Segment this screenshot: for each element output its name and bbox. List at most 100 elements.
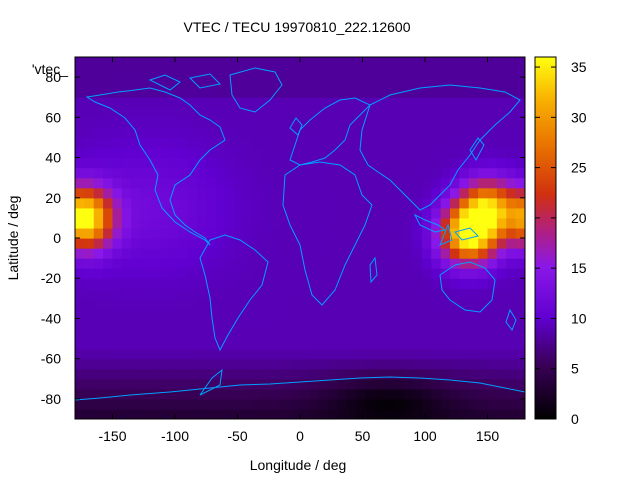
- heatmap-cell: [506, 268, 517, 279]
- heatmap-cell: [103, 117, 114, 128]
- heatmap-cell: [412, 368, 423, 380]
- heatmap-cell: [309, 288, 320, 299]
- heatmap-cell: [150, 207, 160, 219]
- heatmap-cell: [431, 87, 442, 98]
- heatmap-cell: [112, 258, 123, 269]
- heatmap-cell: [384, 217, 395, 229]
- heatmap-cell: [496, 408, 507, 419]
- heatmap-cell: [328, 278, 339, 289]
- heatmap-cell: [131, 207, 142, 219]
- heatmap-cell: [450, 308, 460, 320]
- heatmap-cell: [468, 278, 479, 289]
- heatmap-cell: [93, 97, 104, 108]
- heatmap-cell: [168, 217, 179, 229]
- heatmap-cell: [103, 147, 114, 159]
- heatmap-cell: [131, 368, 142, 380]
- heatmap-cell: [403, 87, 414, 98]
- heatmap-cell: [187, 408, 198, 419]
- heatmap-cell: [131, 67, 142, 78]
- heatmap-cell: [243, 227, 254, 239]
- heatmap-cell: [356, 288, 367, 299]
- heatmap-cell: [206, 67, 217, 78]
- heatmap-cell: [328, 318, 339, 330]
- heatmap-cell: [337, 278, 348, 289]
- heatmap-cell: [84, 368, 95, 380]
- heatmap-cell: [440, 77, 451, 88]
- heatmap-cell: [468, 358, 479, 370]
- heatmap-cell: [112, 77, 123, 88]
- heatmap-cell: [112, 97, 123, 108]
- heatmap-cell: [328, 137, 339, 149]
- heatmap-cell: [412, 248, 423, 259]
- heatmap-cell: [403, 268, 414, 279]
- heatmap-cell: [234, 308, 245, 320]
- heatmap-cell: [253, 107, 264, 118]
- heatmap-cell: [515, 238, 525, 249]
- heatmap-cell: [412, 127, 423, 139]
- heatmap-cell: [178, 318, 189, 330]
- heatmap-cell: [318, 288, 329, 299]
- heatmap-cell: [478, 408, 489, 419]
- heatmap-cell: [215, 187, 226, 199]
- heatmap-cell: [421, 348, 432, 360]
- heatmap-cell: [431, 358, 442, 370]
- heatmap-cell: [384, 318, 395, 330]
- heatmap-cell: [178, 207, 189, 219]
- heatmap-cell: [93, 358, 104, 370]
- heatmap-cell: [431, 318, 442, 330]
- heatmap-cell: [328, 167, 339, 179]
- heatmap-cell: [365, 157, 376, 169]
- heatmap-cell: [468, 408, 479, 419]
- heatmap-cell: [440, 117, 451, 128]
- heatmap-cell: [421, 278, 432, 289]
- heatmap-cell: [196, 348, 207, 360]
- heatmap-cell: [431, 338, 442, 350]
- heatmap-cell: [468, 318, 479, 330]
- heatmap-cell: [103, 328, 114, 340]
- heatmap-cell: [318, 308, 329, 320]
- heatmap-cell: [178, 288, 189, 299]
- heatmap-cell: [140, 117, 151, 128]
- heatmap-cell: [496, 328, 507, 340]
- heatmap-cell: [365, 127, 376, 139]
- heatmap-cell: [225, 268, 235, 279]
- heatmap-cell: [159, 388, 170, 400]
- heatmap-cell: [318, 318, 329, 330]
- x-tick-label: 0: [296, 428, 304, 444]
- heatmap-cell: [290, 238, 301, 249]
- heatmap-cell: [271, 348, 282, 360]
- heatmap-cell: [450, 227, 460, 239]
- heatmap-cell: [225, 197, 235, 209]
- heatmap-cell: [243, 258, 254, 269]
- heatmap-cell: [103, 398, 114, 410]
- heatmap-cell: [84, 77, 95, 88]
- heatmap-cell: [346, 278, 357, 289]
- heatmap-cell: [384, 137, 395, 149]
- heatmap-cell: [496, 248, 507, 259]
- heatmap-cell: [300, 248, 310, 259]
- heatmap-cell: [459, 278, 470, 289]
- heatmap-cell: [262, 207, 273, 219]
- heatmap-cell: [412, 308, 423, 320]
- heatmap-cell: [271, 338, 282, 350]
- heatmap-cell: [412, 348, 423, 360]
- heatmap-cell: [206, 398, 217, 410]
- heatmap-cell: [459, 398, 470, 410]
- heatmap-cell: [421, 117, 432, 128]
- heatmap-cell: [234, 238, 245, 249]
- heatmap-cell: [159, 117, 170, 128]
- heatmap-cell: [75, 278, 85, 289]
- heatmap-cell: [328, 288, 339, 299]
- heatmap-cell: [103, 358, 114, 370]
- heatmap-cell: [253, 197, 264, 209]
- heatmap-cell: [121, 388, 132, 400]
- heatmap-cell: [487, 348, 498, 360]
- heatmap-cell: [196, 227, 207, 239]
- heatmap-cell: [93, 238, 104, 249]
- x-tick-label: 50: [355, 428, 371, 444]
- heatmap-cell: [459, 308, 470, 320]
- heatmap-cell: [140, 328, 151, 340]
- heatmap-cell: [328, 398, 339, 410]
- heatmap-cell: [234, 298, 245, 309]
- heatmap-cell: [356, 338, 367, 350]
